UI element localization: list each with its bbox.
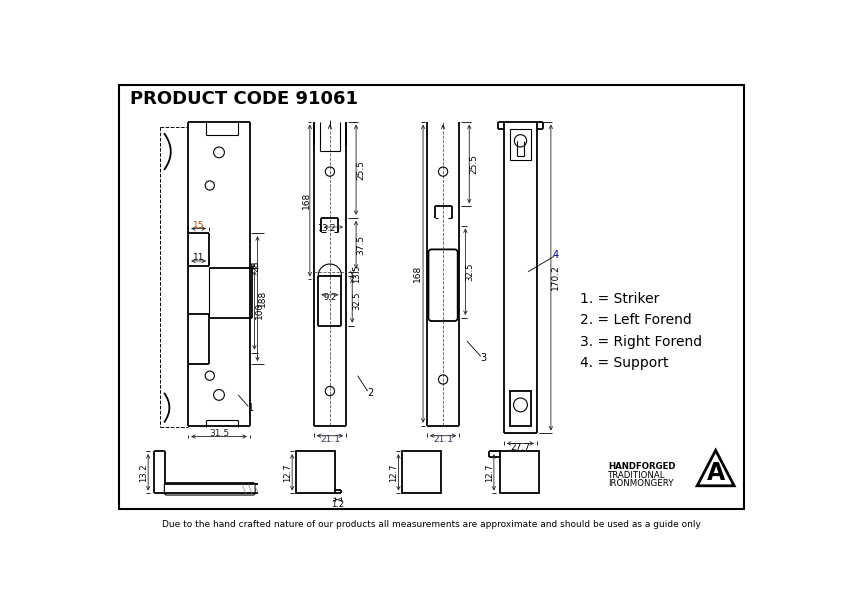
Text: 3. = Right Forend: 3. = Right Forend — [580, 335, 702, 349]
Text: 3: 3 — [480, 353, 486, 363]
Text: 12.7: 12.7 — [283, 463, 292, 482]
Text: 25.5: 25.5 — [469, 154, 478, 174]
Text: 4: 4 — [552, 250, 558, 260]
Text: Due to the hand crafted nature of our products all measurements are approximate : Due to the hand crafted nature of our pr… — [163, 520, 701, 529]
Text: 15: 15 — [193, 221, 205, 230]
Text: PRODUCT CODE 91061: PRODUCT CODE 91061 — [131, 90, 359, 108]
Text: 4. = Support: 4. = Support — [580, 356, 669, 370]
Text: 2: 2 — [367, 387, 373, 398]
Bar — [402, 451, 440, 493]
Text: 1: 1 — [248, 403, 253, 413]
Bar — [510, 391, 530, 426]
Text: 32.5: 32.5 — [466, 262, 474, 281]
Text: 2. = Left Forend: 2. = Left Forend — [580, 313, 692, 327]
Text: A: A — [706, 461, 725, 486]
Text: 27.7: 27.7 — [510, 443, 530, 452]
Text: 168: 168 — [301, 192, 311, 209]
Text: 12.7: 12.7 — [389, 463, 398, 482]
Text: 12.7: 12.7 — [485, 463, 493, 482]
Text: IRONMONGERY: IRONMONGERY — [608, 479, 674, 488]
Bar — [510, 129, 530, 160]
Text: 31.5: 31.5 — [209, 429, 229, 438]
Text: 21.1: 21.1 — [433, 435, 453, 444]
Text: 13.2: 13.2 — [139, 463, 148, 482]
Text: 188: 188 — [258, 290, 267, 308]
Text: 28: 28 — [252, 261, 260, 272]
Text: 11: 11 — [193, 253, 205, 262]
Text: TRADITIONAL: TRADITIONAL — [608, 470, 665, 480]
Bar — [296, 451, 334, 493]
Text: 13.2: 13.2 — [317, 224, 335, 233]
Text: 13.5: 13.5 — [352, 265, 361, 283]
Text: HANDFORGED: HANDFORGED — [608, 462, 675, 471]
Text: 32.5: 32.5 — [352, 291, 361, 310]
Text: 9.2: 9.2 — [323, 293, 337, 302]
Text: 37.5: 37.5 — [356, 235, 365, 255]
Bar — [500, 451, 539, 493]
Text: 100: 100 — [254, 302, 264, 319]
Polygon shape — [697, 451, 734, 486]
Text: 21.1: 21.1 — [320, 435, 340, 444]
Text: 170.2: 170.2 — [551, 265, 560, 290]
Text: 25.5: 25.5 — [356, 160, 365, 180]
Text: 168: 168 — [413, 265, 422, 283]
Text: 1.2: 1.2 — [331, 500, 344, 509]
Text: 1. = Striker: 1. = Striker — [580, 291, 659, 306]
